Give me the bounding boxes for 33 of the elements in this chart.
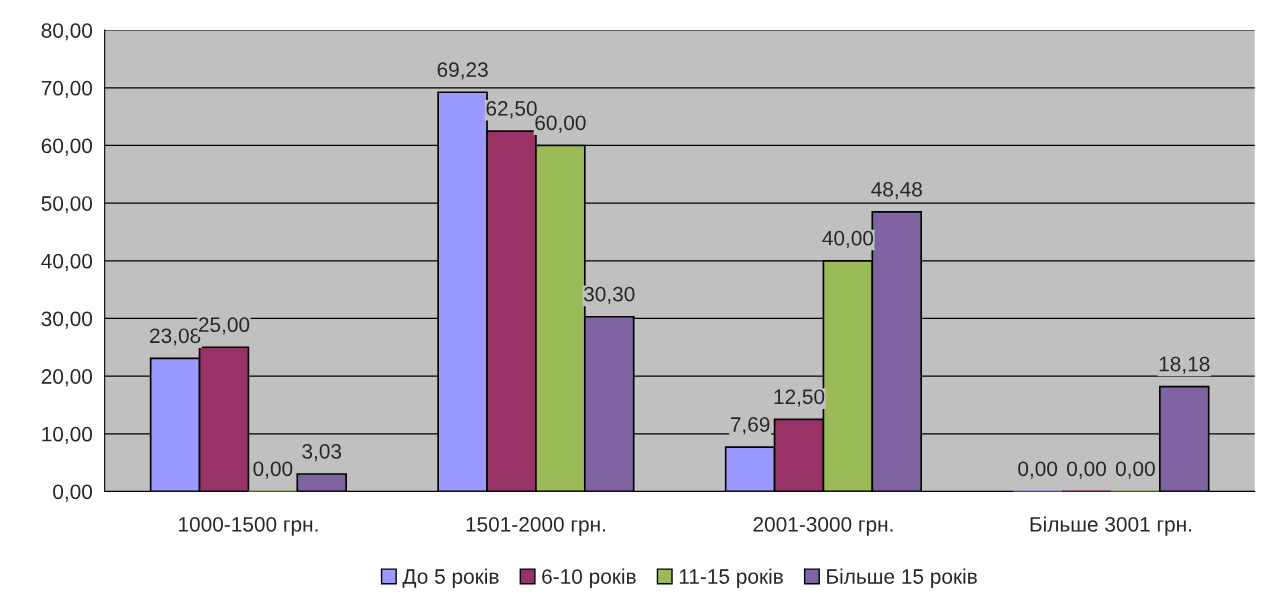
y-tick-label: 50,00	[41, 196, 93, 214]
data-label: 7,69	[730, 417, 770, 435]
data-label: 0,00	[1018, 461, 1058, 479]
y-tick-label: 30,00	[41, 311, 93, 329]
data-label: 48,48	[871, 181, 922, 200]
y-tick-label: 80,00	[41, 23, 93, 41]
x-tick-label: 2001-3000 грн.	[753, 517, 893, 536]
y-tick-label: 70,00	[41, 80, 93, 99]
data-label: 0,00	[253, 461, 293, 479]
data-label: 60,00	[535, 115, 586, 133]
y-tick-label: 0,00	[53, 484, 93, 502]
data-label: 30,30	[583, 286, 635, 304]
data-label: 0,00	[1115, 461, 1155, 479]
data-label: 18,18	[1159, 356, 1210, 374]
data-label: 12,50	[774, 389, 825, 407]
x-tick-label: Більше 3001 грн.	[1030, 516, 1192, 536]
legend-label: Більше 15 років	[827, 568, 977, 589]
x-tick-label: 1000-1500 грн.	[179, 517, 318, 536]
data-label: 25,00	[198, 317, 250, 335]
x-tick-label: 1501-2000 грн.	[466, 517, 605, 536]
data-label: 0,00	[1067, 461, 1106, 479]
data-label: 62,50	[486, 101, 537, 119]
y-tick-label: 10,00	[42, 426, 93, 444]
legend-label: 11-15 років	[679, 568, 783, 589]
data-label: 40,00	[822, 230, 874, 249]
y-tick-label: 60,00	[41, 138, 93, 156]
y-tick-label: 20,00	[41, 369, 93, 387]
legend-label: До 5 років	[402, 568, 499, 589]
y-tick-label: 40,00	[41, 253, 93, 272]
legend-label: 6-10 років	[542, 568, 636, 589]
data-label: 23,08	[150, 328, 201, 346]
data-label: 3,03	[302, 443, 342, 462]
data-label: 69,23	[437, 62, 488, 80]
